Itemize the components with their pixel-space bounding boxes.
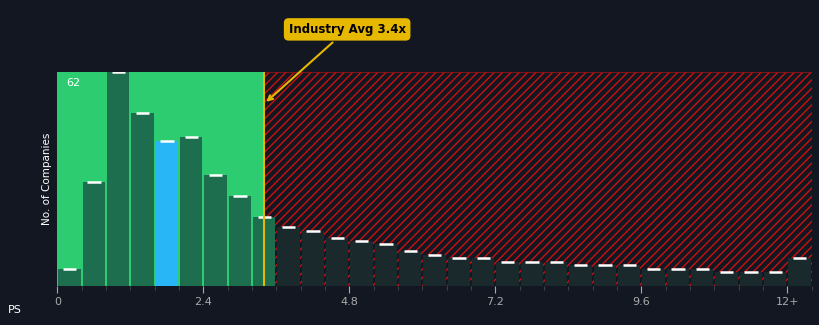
Bar (58, 269, 80, 286)
Bar (788, 258, 810, 286)
Bar (641, 269, 664, 286)
Bar (666, 269, 688, 286)
Bar (253, 217, 275, 286)
Bar (545, 262, 567, 286)
Bar (763, 272, 785, 286)
Bar (180, 137, 202, 286)
Text: Industry Avg 3.4x: Industry Avg 3.4x (268, 23, 405, 100)
Bar (739, 272, 761, 286)
Bar (264, 72, 811, 286)
Bar (568, 265, 591, 286)
Bar (618, 265, 640, 286)
Y-axis label: No. of Companies: No. of Companies (42, 133, 52, 225)
Bar (326, 238, 348, 286)
Bar (83, 182, 105, 286)
Text: PS: PS (8, 305, 22, 315)
Bar (593, 265, 615, 286)
Bar (131, 113, 154, 286)
Bar (447, 258, 469, 286)
Bar (204, 175, 227, 286)
Text: 62: 62 (66, 78, 80, 88)
Bar (472, 258, 494, 286)
Bar (156, 141, 178, 286)
Bar (57, 72, 264, 286)
Bar (423, 255, 446, 286)
Bar (229, 196, 251, 286)
Bar (277, 227, 300, 286)
Bar (714, 272, 737, 286)
Bar (374, 244, 396, 286)
Bar (301, 231, 324, 286)
Bar (350, 241, 373, 286)
Bar (495, 262, 518, 286)
Bar (399, 252, 421, 286)
Text: 300280 1.7x: 300280 1.7x (0, 324, 1, 325)
Bar (690, 269, 713, 286)
Bar (107, 72, 129, 286)
Bar (264, 72, 811, 286)
Bar (520, 262, 542, 286)
